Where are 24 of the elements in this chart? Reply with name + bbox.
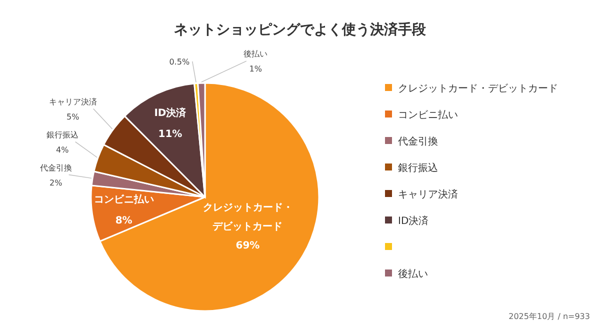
data-label: 1% xyxy=(249,64,262,74)
legend-label: 銀行振込 xyxy=(398,162,438,174)
chart-title: ネットショッピングでよく使う決済手段 xyxy=(174,21,427,38)
data-label: 2% xyxy=(49,178,63,188)
legend-label: キャリア決済 xyxy=(398,188,458,200)
slice-label: クレジットカード・デビットカード xyxy=(202,202,293,232)
slice-label: コンビニ払い xyxy=(94,194,154,206)
data-label: 4% xyxy=(56,145,70,154)
slice-label: 代金引換 xyxy=(38,163,72,172)
legend-label: ID決済 xyxy=(398,215,429,227)
slice-label: キャリア決済 xyxy=(48,97,97,106)
legend-label: コンビニ払い xyxy=(398,109,458,121)
slice-label: 銀行振込 xyxy=(46,130,78,140)
slice-label: ID決済 xyxy=(154,107,188,120)
legend-label: 代金引換 xyxy=(397,136,438,148)
legend-label: クレジットカード・デビットカード xyxy=(398,84,558,94)
data-label: 69% xyxy=(236,240,260,252)
data-label: 11% xyxy=(158,129,182,140)
legend-label: 後払い xyxy=(398,268,428,280)
data-label: 0.5% xyxy=(169,57,190,66)
text: 2025年10月 / n=933 xyxy=(508,312,590,321)
slice-label: 後払い xyxy=(244,50,268,59)
data-label: 5% xyxy=(66,112,80,122)
data-label: 8% xyxy=(115,216,132,227)
